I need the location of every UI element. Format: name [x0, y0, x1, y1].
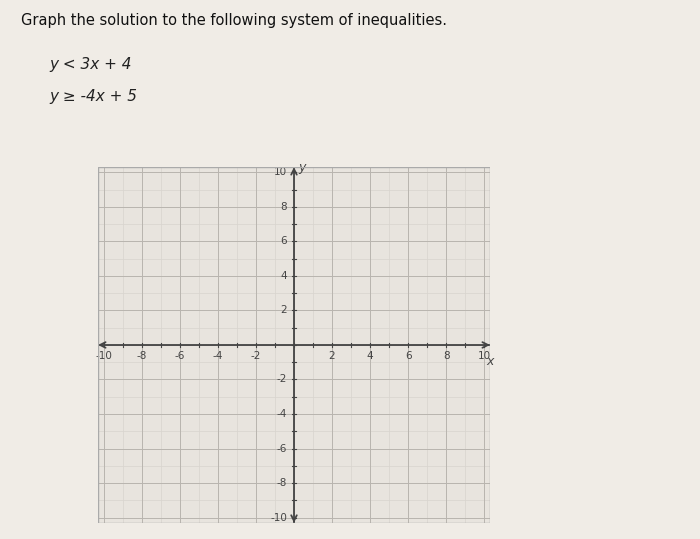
Text: 8: 8: [443, 351, 449, 361]
Text: -10: -10: [95, 351, 112, 361]
Text: 6: 6: [405, 351, 412, 361]
Text: Graph the solution to the following system of inequalities.: Graph the solution to the following syst…: [21, 13, 447, 29]
Text: 2: 2: [329, 351, 335, 361]
Text: x: x: [486, 355, 493, 368]
Text: -2: -2: [251, 351, 261, 361]
Text: 4: 4: [281, 271, 287, 281]
Text: y: y: [299, 161, 306, 174]
Text: -6: -6: [277, 444, 287, 454]
Text: -8: -8: [277, 478, 287, 488]
Text: -8: -8: [136, 351, 147, 361]
Text: y < 3x + 4: y < 3x + 4: [49, 57, 132, 72]
Text: 6: 6: [281, 236, 287, 246]
Text: -6: -6: [174, 351, 185, 361]
Text: 2: 2: [281, 306, 287, 315]
Text: y ≥ -4x + 5: y ≥ -4x + 5: [49, 89, 137, 104]
Text: -2: -2: [277, 375, 287, 384]
Text: 4: 4: [367, 351, 373, 361]
Text: 10: 10: [477, 351, 491, 361]
Text: 10: 10: [274, 167, 287, 177]
Text: -4: -4: [277, 409, 287, 419]
Text: -10: -10: [270, 513, 287, 523]
Text: -4: -4: [213, 351, 223, 361]
Text: 8: 8: [281, 202, 287, 212]
